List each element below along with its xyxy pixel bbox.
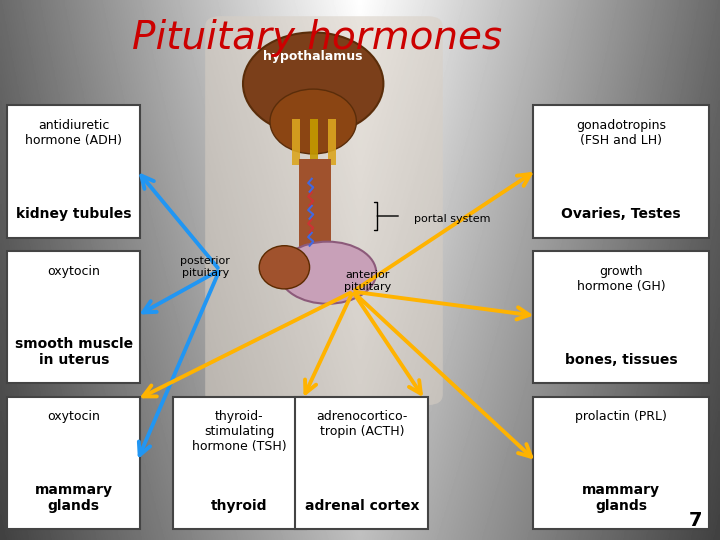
FancyBboxPatch shape xyxy=(7,397,140,529)
FancyBboxPatch shape xyxy=(299,159,331,254)
Text: posterior
pituitary: posterior pituitary xyxy=(180,256,230,278)
FancyBboxPatch shape xyxy=(533,105,709,238)
Text: adrenal cortex: adrenal cortex xyxy=(305,499,419,513)
Text: smooth muscle
in uterus: smooth muscle in uterus xyxy=(14,337,133,367)
Text: mammary
glands: mammary glands xyxy=(35,483,113,513)
Ellipse shape xyxy=(270,89,356,154)
Text: bones, tissues: bones, tissues xyxy=(564,353,678,367)
FancyBboxPatch shape xyxy=(205,16,443,405)
FancyBboxPatch shape xyxy=(292,119,300,165)
Ellipse shape xyxy=(243,32,383,135)
FancyBboxPatch shape xyxy=(328,119,336,165)
Text: antidiuretic
hormone (ADH): antidiuretic hormone (ADH) xyxy=(25,119,122,147)
Text: thyroid: thyroid xyxy=(211,499,268,513)
Text: anterior
pituitary: anterior pituitary xyxy=(343,270,391,292)
Text: Ovaries, Testes: Ovaries, Testes xyxy=(561,207,681,221)
Text: kidney tubules: kidney tubules xyxy=(16,207,132,221)
Ellipse shape xyxy=(279,241,377,303)
Text: 7: 7 xyxy=(688,511,702,530)
FancyBboxPatch shape xyxy=(7,105,140,238)
Text: oxytocin: oxytocin xyxy=(48,410,100,423)
Text: prolactin (PRL): prolactin (PRL) xyxy=(575,410,667,423)
Ellipse shape xyxy=(259,246,310,289)
FancyBboxPatch shape xyxy=(310,119,318,165)
Text: mammary
glands: mammary glands xyxy=(582,483,660,513)
Text: Pituitary hormones: Pituitary hormones xyxy=(132,19,502,57)
Text: gonadotropins
(FSH and LH): gonadotropins (FSH and LH) xyxy=(576,119,666,147)
Text: hypothalamus: hypothalamus xyxy=(264,50,363,63)
FancyBboxPatch shape xyxy=(533,251,709,383)
Text: thyroid-
stimulating
hormone (TSH): thyroid- stimulating hormone (TSH) xyxy=(192,410,287,454)
Text: oxytocin: oxytocin xyxy=(48,265,100,278)
Text: adrenocortico-
tropin (ACTH): adrenocortico- tropin (ACTH) xyxy=(316,410,408,438)
FancyBboxPatch shape xyxy=(295,397,428,529)
FancyBboxPatch shape xyxy=(7,251,140,383)
Text: growth
hormone (GH): growth hormone (GH) xyxy=(577,265,665,293)
FancyBboxPatch shape xyxy=(173,397,306,529)
Text: portal system: portal system xyxy=(414,214,490,224)
FancyBboxPatch shape xyxy=(533,397,709,529)
